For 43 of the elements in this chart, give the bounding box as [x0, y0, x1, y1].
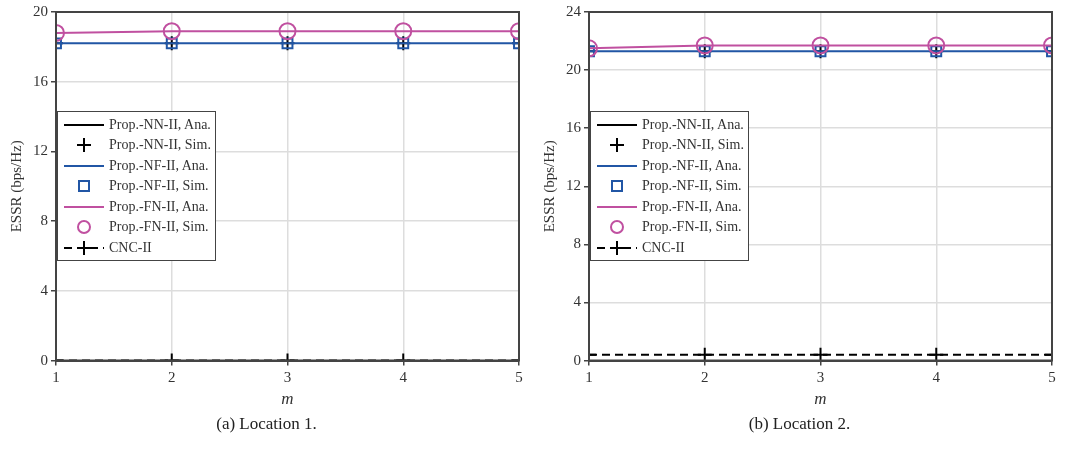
y-tick-label: 4	[40, 281, 49, 298]
x-tick-label: 1	[52, 368, 60, 385]
y-tick-label: 8	[573, 235, 581, 252]
x-tick-label: 1	[585, 368, 593, 385]
y-tick-label: 24	[566, 2, 582, 19]
legend-label: CNC-II	[642, 239, 685, 256]
y-tick-label: 20	[566, 61, 581, 78]
y-tick-label: 0	[40, 351, 48, 368]
x-tick-label: 4	[399, 368, 408, 385]
y-tick-label: 8	[40, 212, 48, 229]
y-tick-label: 12	[33, 142, 48, 159]
y-axis-title: ESSR (bps/Hz)	[7, 140, 25, 233]
x-axis-title: m	[281, 389, 294, 409]
y-tick-label: 16	[33, 72, 49, 89]
legend-label: Prop.-NF-II, Ana.	[109, 157, 209, 174]
y-tick-label: 12	[566, 177, 581, 194]
x-tick-label: 5	[515, 368, 523, 385]
y-tick-label: 0	[573, 351, 581, 368]
x-tick-label: 4	[932, 368, 941, 385]
x-tick-label: 3	[816, 368, 825, 385]
y-tick-label: 16	[566, 119, 582, 136]
legend-label: Prop.-NN-II, Ana.	[642, 116, 744, 133]
text: (a) Location 1.	[215, 414, 318, 434]
y-tick-label: 4	[573, 293, 582, 310]
x-tick-label: 2	[701, 368, 709, 385]
y-axis-title: ESSR (bps/Hz)	[540, 140, 558, 233]
legend-label: Prop.-FN-II, Ana.	[109, 198, 209, 215]
x-tick-label: 5	[1048, 368, 1056, 385]
legend-label: Prop.-FN-II, Sim.	[109, 219, 209, 236]
legend-label: Prop.-NN-II, Ana.	[109, 116, 211, 133]
legend-label: Prop.-NN-II, Sim.	[642, 137, 744, 154]
legend-label: Prop.-NF-II, Sim.	[642, 178, 742, 195]
x-tick-label: 3	[283, 368, 292, 385]
legend-label: Prop.-FN-II, Ana.	[642, 198, 742, 215]
legend-label: Prop.-NF-II, Ana.	[642, 157, 742, 174]
y-tick-label: 20	[33, 2, 48, 19]
x-axis-title: m	[814, 389, 827, 409]
text: (b) Location 2.	[747, 414, 852, 434]
legend-label: Prop.-FN-II, Sim.	[642, 219, 742, 236]
legend-label: Prop.-NN-II, Sim.	[109, 137, 211, 154]
x-tick-label: 2	[168, 368, 176, 385]
legend-label: Prop.-NF-II, Sim.	[109, 178, 209, 195]
legend-label: CNC-II	[109, 239, 152, 256]
